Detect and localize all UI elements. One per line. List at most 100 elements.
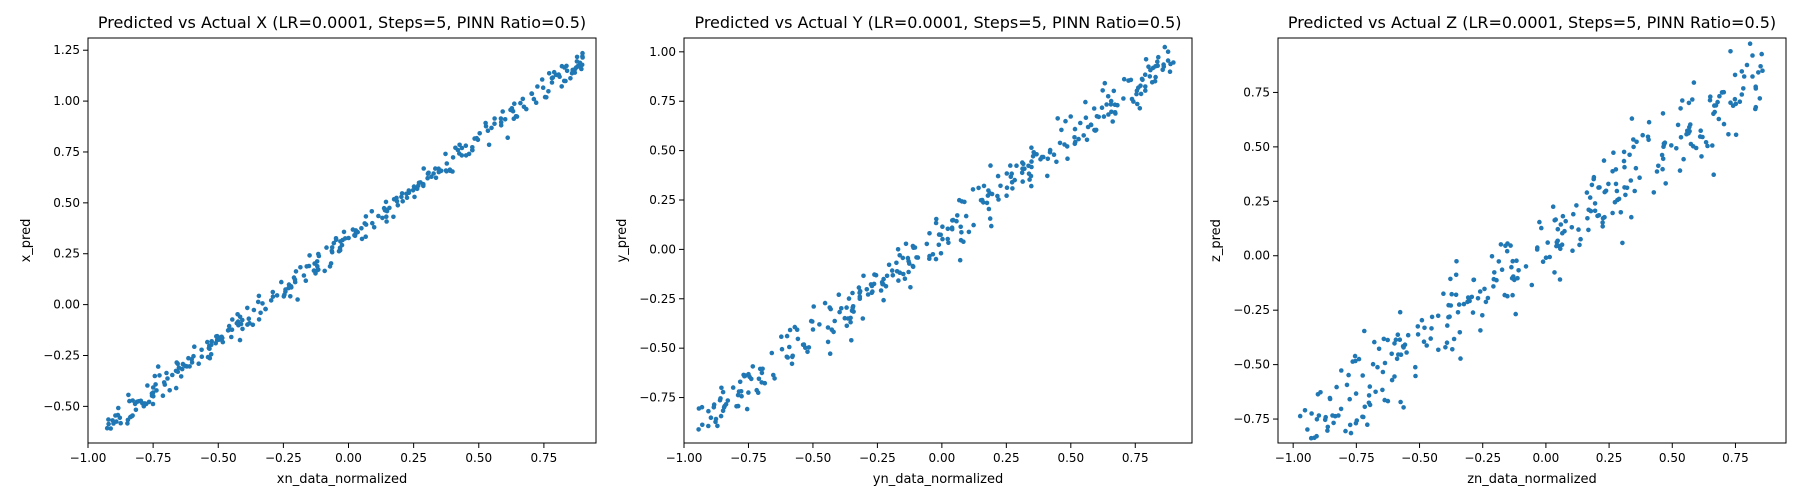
data-point xyxy=(940,236,945,242)
data-point xyxy=(1726,132,1731,137)
data-point xyxy=(1062,142,1067,147)
data-point xyxy=(327,264,333,269)
data-point xyxy=(1138,91,1144,97)
data-point xyxy=(338,239,343,244)
data-point xyxy=(298,265,303,270)
data-point xyxy=(178,374,184,379)
data-point xyxy=(350,227,356,232)
data-point xyxy=(1453,292,1459,298)
data-point xyxy=(307,253,312,258)
x-tick-label: 0.50 xyxy=(1057,451,1084,465)
data-point xyxy=(520,96,526,102)
data-point xyxy=(1105,94,1111,99)
data-point xyxy=(739,393,744,399)
data-point xyxy=(1461,301,1467,307)
data-point xyxy=(810,327,816,332)
data-point xyxy=(125,421,130,426)
data-point xyxy=(1323,414,1328,420)
data-point xyxy=(1129,96,1135,102)
data-point xyxy=(447,168,453,174)
data-point xyxy=(209,339,214,344)
data-point xyxy=(1305,427,1310,432)
data-point xyxy=(104,425,110,431)
data-point xyxy=(1710,143,1715,148)
data-point xyxy=(564,68,570,74)
data-point xyxy=(1413,364,1418,370)
data-point xyxy=(1513,311,1518,317)
data-point xyxy=(1537,219,1542,225)
data-point xyxy=(723,402,729,407)
data-point xyxy=(529,91,535,96)
data-point xyxy=(1142,72,1148,77)
data-point xyxy=(1646,137,1651,143)
data-point xyxy=(1308,435,1314,441)
data-point xyxy=(1678,135,1684,140)
data-point xyxy=(556,72,561,77)
data-point xyxy=(743,373,748,378)
chart-title: Predicted vs Actual Z (LR=0.0001, Steps=… xyxy=(1288,13,1776,32)
data-point xyxy=(173,385,179,391)
data-point xyxy=(387,205,392,211)
data-point xyxy=(1550,204,1556,209)
data-point xyxy=(908,285,913,290)
data-point xyxy=(164,370,169,376)
data-point xyxy=(1509,275,1515,281)
data-point xyxy=(1380,387,1385,393)
data-point xyxy=(1529,282,1535,288)
data-point xyxy=(574,59,580,64)
data-point xyxy=(785,355,790,360)
data-point xyxy=(1362,328,1367,334)
data-point xyxy=(1711,172,1716,177)
data-point xyxy=(787,327,793,333)
data-point xyxy=(845,316,851,321)
data-point xyxy=(1707,97,1713,103)
data-point xyxy=(199,347,204,353)
data-point xyxy=(1620,240,1625,246)
data-point xyxy=(1004,171,1010,176)
data-point xyxy=(725,398,731,403)
data-point xyxy=(1750,74,1755,79)
data-point xyxy=(574,54,580,60)
x-tick-label: −0.75 xyxy=(730,451,767,465)
data-point xyxy=(1592,201,1598,206)
data-point xyxy=(539,77,545,82)
x-tick-label: −0.25 xyxy=(1464,451,1501,465)
data-point xyxy=(209,342,214,348)
data-point xyxy=(706,423,711,429)
data-point xyxy=(133,407,139,413)
data-point xyxy=(907,261,912,266)
data-point xyxy=(431,171,436,176)
data-point xyxy=(1443,345,1448,350)
data-point xyxy=(410,188,416,193)
data-point xyxy=(579,62,585,68)
data-point xyxy=(438,168,444,173)
data-point xyxy=(1334,384,1339,390)
data-point xyxy=(106,421,111,427)
data-point xyxy=(1343,428,1348,434)
data-point xyxy=(1309,411,1314,416)
data-point xyxy=(444,161,450,166)
data-point xyxy=(1020,166,1025,171)
data-point xyxy=(1029,159,1034,164)
data-point xyxy=(1314,417,1320,422)
x-tick-label: 0.50 xyxy=(1659,451,1686,465)
data-point xyxy=(1109,109,1114,115)
data-point xyxy=(750,364,756,369)
data-point xyxy=(1629,116,1635,121)
data-point xyxy=(1480,313,1485,318)
data-point xyxy=(1503,243,1508,249)
data-point xyxy=(1739,69,1745,74)
y-tick-label: 1.00 xyxy=(53,94,80,108)
data-point xyxy=(1031,150,1036,155)
data-point xyxy=(509,106,515,111)
data-point xyxy=(1401,345,1406,350)
x-tick-label: 0.25 xyxy=(400,451,427,465)
data-point xyxy=(1055,116,1060,121)
data-point xyxy=(927,231,932,236)
data-point xyxy=(359,236,365,242)
data-point xyxy=(790,353,795,359)
data-point xyxy=(769,350,775,356)
data-point xyxy=(1102,80,1108,86)
data-point xyxy=(1756,70,1761,75)
data-point xyxy=(483,123,489,129)
